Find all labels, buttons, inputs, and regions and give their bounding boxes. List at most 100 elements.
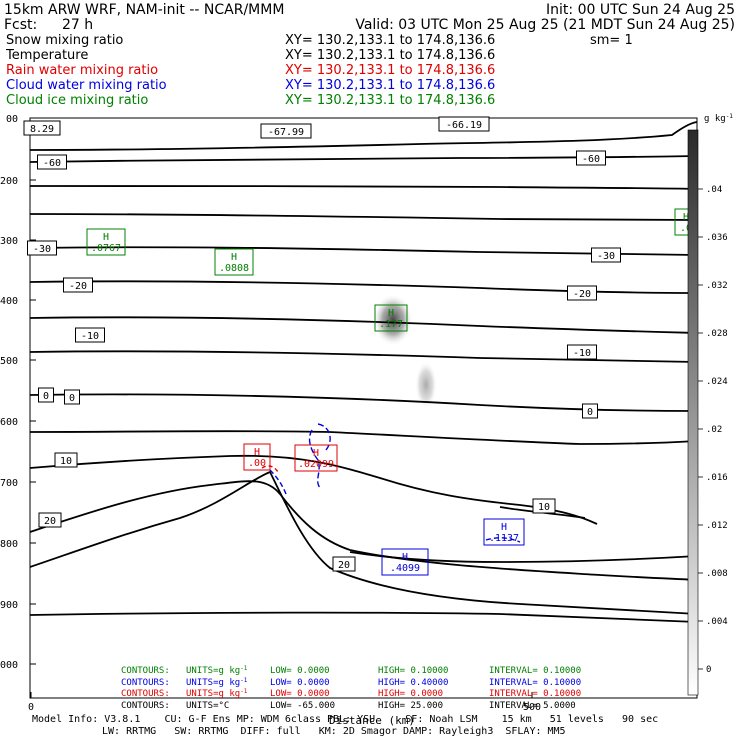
temperature-label: 8.29 [23, 120, 61, 136]
field-name-4: Cloud ice mixing ratio [6, 93, 148, 108]
svg-text:LOW= -65.000: LOW= -65.000 [270, 701, 335, 711]
maximum-marker-cloud-ice: H.177 [374, 304, 408, 332]
fcst-value: 27 h [62, 17, 93, 33]
model-title: 15km ARW WRF, NAM-init -- NCAR/MMM [4, 2, 284, 18]
svg-text:-60: -60 [582, 154, 600, 165]
temperature-label: 10 [54, 452, 78, 468]
svg-text:CONTOURS:: CONTOURS: [121, 701, 170, 711]
plot-area: 8.29 -67.99 -66.19 -60 -60 -30 -30 -20 -20 -10 -10… [23, 116, 698, 699]
temperature-label: 10 [532, 498, 556, 514]
svg-text:LOW= 0.0000: LOW= 0.0000 [270, 678, 330, 688]
cloud-water-contour [269, 469, 287, 495]
svg-text:0: 0 [587, 407, 593, 418]
temperature-contour-line [29, 611, 698, 623]
field-name-2: Rain water mixing ratio [6, 63, 158, 78]
svg-text:.00: .00 [248, 458, 266, 469]
temperature-contour-line [29, 470, 698, 615]
temperature-label: -66.19 [438, 116, 490, 132]
temperature-contour-line [29, 454, 598, 525]
svg-text:-66.19: -66.19 [446, 120, 482, 131]
y-tick-label: 600 [0, 417, 18, 428]
field-name-1: Temperature [5, 48, 88, 63]
temperature-label: -10 [75, 327, 105, 343]
svg-text:HIGH= 0.10000: HIGH= 0.10000 [378, 666, 448, 676]
x-tick-label: 500 [523, 702, 541, 713]
svg-text:0: 0 [43, 391, 49, 402]
field-xy-2: XY= 130.2,133.1 to 174.8,136.6 [285, 63, 495, 78]
colorbar-tick-label: .008 [706, 569, 728, 579]
svg-text:.02099: .02099 [298, 459, 334, 470]
svg-text:20: 20 [338, 560, 350, 571]
svg-text:10: 10 [538, 502, 550, 513]
temperature-contour-line [29, 121, 698, 151]
model-physics-line: LW: RRTMG SW: RRTMG DIFF: full KM: 2D Sm… [102, 726, 566, 737]
field-xy-0: XY= 130.2,133.1 to 174.8,136.6 [285, 33, 495, 48]
temperature-contour-line [29, 155, 698, 163]
colorbar-tick-label: .028 [706, 329, 728, 339]
svg-text:UNITS=g kg-1: UNITS=g kg-1 [186, 677, 248, 688]
svg-text:10: 10 [60, 456, 72, 467]
temperature-contour-line [349, 551, 698, 563]
svg-text:-20: -20 [573, 289, 591, 300]
svg-text:UNITS=g kg-1: UNITS=g kg-1 [186, 665, 248, 676]
x-axis-label: Distance (km) [329, 714, 415, 727]
maximum-marker-rain-water: H.02099 [294, 444, 338, 472]
temperature-label: 0 [64, 389, 80, 405]
maximum-marker-cloud-ice: H.0767 [86, 228, 126, 256]
colorbar-ramp [687, 129, 699, 696]
svg-text:HIGH= 0.0000: HIGH= 0.0000 [378, 689, 443, 699]
temperature-contour-line [29, 350, 698, 363]
svg-text:INTERVAL= 0.10000: INTERVAL= 0.10000 [489, 678, 581, 688]
svg-text:LOW= 0.0000: LOW= 0.0000 [270, 689, 330, 699]
svg-text:.0808: .0808 [219, 263, 249, 274]
svg-text:HIGH= 25.000: HIGH= 25.000 [378, 701, 443, 711]
svg-text:HIGH= 0.40000: HIGH= 0.40000 [378, 678, 448, 688]
colorbar: g kg-1 .04 .036 .032 .028 .024 .02 .016 .012 .00… [687, 113, 733, 696]
temperature-label: 20 [38, 512, 62, 528]
contour-info-row: CONTOURS: UNITS=g kg-1 LOW= 0.0000 HIGH= 0.… [121, 665, 581, 676]
colorbar-tick-label: .02 [706, 425, 722, 435]
svg-text:20: 20 [44, 516, 56, 527]
maximum-marker-cloud-water: H.4099 [381, 548, 429, 576]
svg-text:-30: -30 [597, 251, 615, 262]
field-extra-0: sm= 1 [590, 33, 633, 48]
mixing-ratio-contours [261, 423, 521, 543]
field-xy-4: XY= 130.2,133.1 to 174.8,136.6 [285, 93, 495, 108]
svg-text:H: H [388, 308, 394, 319]
temperature-label: -30 [591, 247, 621, 263]
temperature-contour-line [29, 480, 698, 581]
field-header-rows: Snow mixing ratio XY= 130.2,133.1 to 174.… [5, 33, 633, 108]
temperature-label: 0 [38, 387, 54, 403]
fcst-label: Fcst: [4, 17, 37, 33]
temperature-label: 20 [332, 556, 356, 572]
temperature-label: -60 [37, 154, 67, 170]
y-tick-label: 800 [0, 539, 18, 550]
svg-text:-67.99: -67.99 [268, 127, 304, 138]
field-name-3: Cloud water mixing ratio [6, 78, 167, 93]
svg-text:LOW= 0.0000: LOW= 0.0000 [270, 666, 330, 676]
svg-text:CONTOURS:: CONTOURS: [121, 689, 170, 699]
temperature-contour-line [29, 430, 698, 445]
temperature-label: -20 [63, 277, 93, 293]
svg-text:-20: -20 [69, 281, 87, 292]
svg-text:H: H [683, 212, 689, 223]
snow-shade-max-middle [415, 361, 437, 409]
field-name-0: Snow mixing ratio [6, 33, 123, 48]
colorbar-tick-label: .024 [706, 377, 728, 387]
y-tick-label: 400 [0, 296, 18, 307]
colorbar-tick-label: .016 [706, 473, 728, 483]
colorbar-tick-label: .032 [706, 281, 728, 291]
field-maxima-markers: H.0767H.0808H.177H.0H.00H.02099H.4099H.1… [86, 208, 698, 576]
svg-text:.1137: .1137 [489, 533, 519, 544]
svg-text:INTERVAL= 0.10000: INTERVAL= 0.10000 [489, 666, 581, 676]
cloud-water-contour [485, 537, 521, 543]
cloud-water-contour [308, 429, 321, 489]
svg-text:H: H [254, 447, 260, 458]
model-info-line: Model Info: V3.8.1 CU: G-F Ens MP: WDM 6… [32, 714, 658, 725]
svg-text:.177: .177 [379, 319, 403, 330]
svg-text:8.29: 8.29 [30, 124, 54, 135]
svg-text:0: 0 [69, 393, 75, 404]
init-time: Init: 00 UTC Sun 24 Aug 25 [546, 2, 735, 18]
y-tick-label: 500 [0, 356, 18, 367]
